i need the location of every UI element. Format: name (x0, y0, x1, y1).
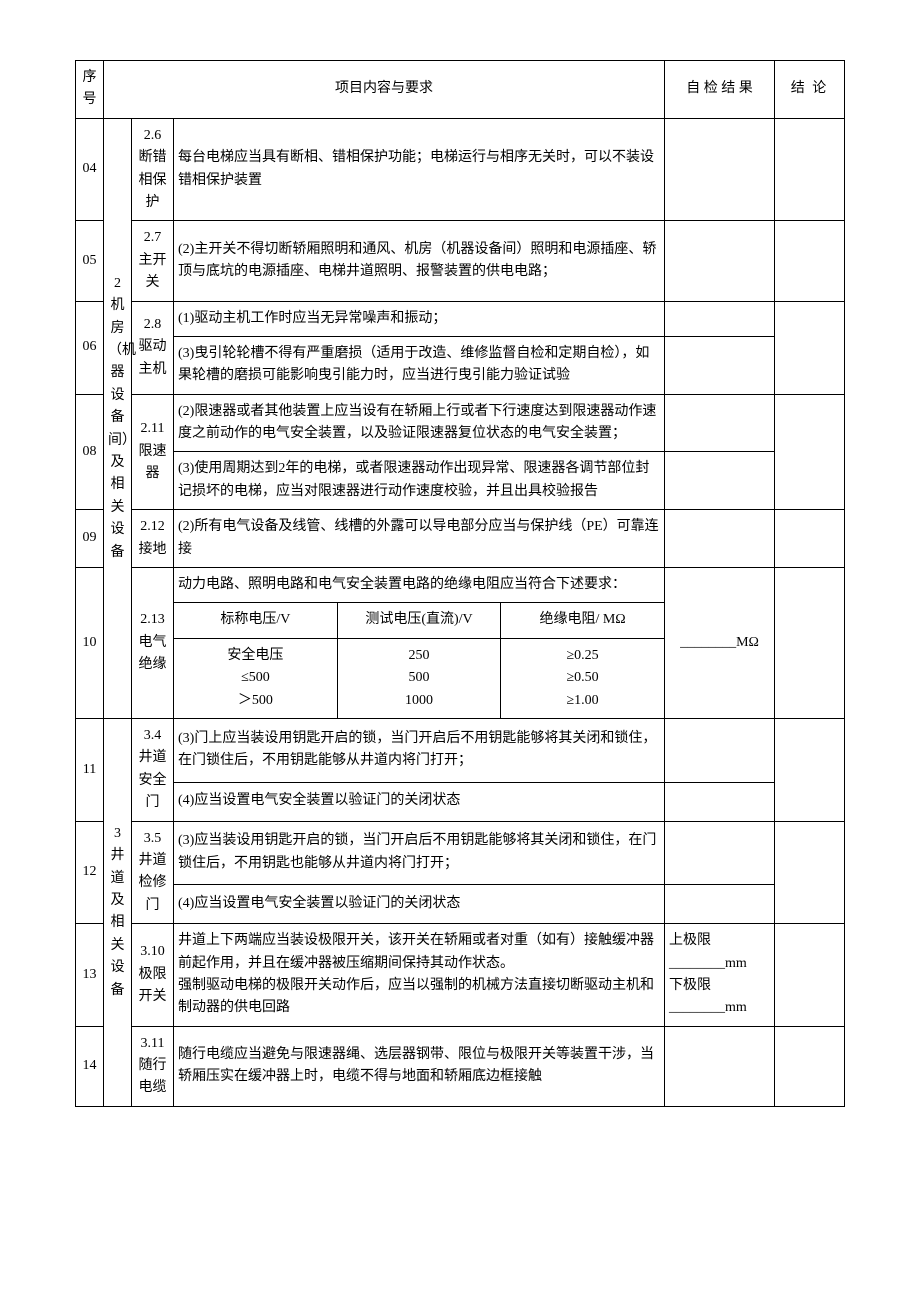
result-06-1 (665, 301, 775, 336)
sub-th1: 标称电压/V (174, 603, 337, 638)
header-row: 序号 项目内容与要求 自 检 结 果 结 论 (76, 61, 845, 119)
item-14: 3.11 随行电缆 (132, 1026, 174, 1106)
result-09 (665, 510, 775, 568)
inspection-table: 序号 项目内容与要求 自 检 结 果 结 论 04 2 机房（机器设备间）及相关… (75, 60, 845, 1107)
seq-11: 11 (76, 718, 104, 821)
table-row: (4)应当设置电气安全装置以验证门的关闭状态 (76, 885, 845, 924)
item-05: 2.7 主开关 (132, 221, 174, 301)
table-row: 12 3.5 井道检修门 (3)应当装设用钥匙开启的锁，当门开启后不用钥匙能够将… (76, 821, 845, 885)
seq-05: 05 (76, 221, 104, 301)
seq-04: 04 (76, 118, 104, 221)
table-row: 05 2.7 主开关 (2)主开关不得切断轿厢照明和通风、机房（机器设备间）照明… (76, 221, 845, 301)
conc-10 (775, 568, 845, 719)
table-row: (3)使用周期达到2年的电梯，或者限速器动作出现异常、限速器各调节部位封记损坏的… (76, 452, 845, 510)
seq-09: 09 (76, 510, 104, 568)
conc-09 (775, 510, 845, 568)
seq-13: 13 (76, 924, 104, 1027)
sub-c1a: 安全电压 (227, 648, 283, 663)
result-08-3 (665, 452, 775, 510)
conc-11 (775, 718, 845, 821)
table-row: 06 2.8 驱动主机 (1)驱动主机工作时应当无异常噪声和振动； (76, 301, 845, 336)
result-10: ________MΩ (665, 568, 775, 719)
item-09: 2.12 接地 (132, 510, 174, 568)
table-row: 04 2 机房（机器设备间）及相关设备 2.6 断错相保护 每台电梯应当具有断相… (76, 118, 845, 221)
conc-04 (775, 118, 845, 221)
table-row: (4)应当设置电气安全装置以验证门的关闭状态 (76, 782, 845, 821)
result-14 (665, 1026, 775, 1106)
seq-06: 06 (76, 301, 104, 394)
table-row: 13 3.10 极限开关 井道上下两端应当装设极限开关，该开关在轿厢或者对重（如… (76, 924, 845, 1027)
sub-c2: 250 500 1000 (337, 638, 500, 718)
sub-c2b: 500 (408, 670, 429, 685)
sub-c1: 安全电压 ≤500 ＞500 (174, 638, 337, 718)
conc-05 (775, 221, 845, 301)
sub-c3: ≥0.25 ≥0.50 ≥1.00 (501, 638, 664, 718)
sub-c3b: ≥0.50 (566, 670, 598, 685)
table-row: 10 2.13 电气绝缘 动力电路、照明电路和电气安全装置电路的绝缘电阻应当符合… (76, 568, 845, 603)
item-10: 2.13 电气绝缘 (132, 568, 174, 719)
seq-14: 14 (76, 1026, 104, 1106)
sub-th3: 绝缘电阻/ MΩ (501, 603, 664, 638)
item-12: 3.5 井道检修门 (132, 821, 174, 924)
hdr-content: 项目内容与要求 (104, 61, 665, 119)
desc-10-intro: 动力电路、照明电路和电气安全装置电路的绝缘电阻应当符合下述要求： (174, 568, 665, 603)
desc-10-table: 标称电压/V 测试电压(直流)/V 绝缘电阻/ MΩ 安全电压 ≤500 ＞50… (174, 602, 665, 718)
result-13-upper: 上极限________mm (669, 933, 747, 970)
item-04: 2.6 断错相保护 (132, 118, 174, 221)
table-row: (3)曳引轮轮槽不得有严重磨损（适用于改造、维修监督自检和定期自检），如果轮槽的… (76, 336, 845, 394)
table-row: 09 2.12 接地 (2)所有电气设备及线管、线槽的外露可以导电部分应当与保护… (76, 510, 845, 568)
desc-13: 井道上下两端应当装设极限开关，该开关在轿厢或者对重（如有）接触缓冲器前起作用，并… (174, 924, 665, 1027)
result-08-2 (665, 394, 775, 452)
conc-13 (775, 924, 845, 1027)
result-13: 上极限________mm 下极限________mm (665, 924, 775, 1027)
result-05 (665, 221, 775, 301)
desc-06-3: (3)曳引轮轮槽不得有严重磨损（适用于改造、维修监督自检和定期自检），如果轮槽的… (174, 336, 665, 394)
conc-14 (775, 1026, 845, 1106)
sub-c2c: 1000 (405, 693, 433, 708)
result-04 (665, 118, 775, 221)
result-11-3 (665, 718, 775, 782)
hdr-seq: 序号 (76, 61, 104, 119)
sub-c1b: ≤500 (241, 670, 270, 685)
desc-08-3: (3)使用周期达到2年的电梯，或者限速器动作出现异常、限速器各调节部位封记损坏的… (174, 452, 665, 510)
result-12-4 (665, 885, 775, 924)
result-06-3 (665, 336, 775, 394)
table-row: 08 2.11 限速器 (2)限速器或者其他装置上应当设有在轿厢上行或者下行速度… (76, 394, 845, 452)
result-11-4 (665, 782, 775, 821)
conc-08 (775, 394, 845, 510)
table-row: 14 3.11 随行电缆 随行电缆应当避免与限速器绳、选层器钢带、限位与极限开关… (76, 1026, 845, 1106)
desc-14: 随行电缆应当避免与限速器绳、选层器钢带、限位与极限开关等装置干涉，当轿厢压实在缓… (174, 1026, 665, 1106)
result-13-lower: 下极限________mm (669, 978, 747, 1015)
desc-12-3: (3)应当装设用钥匙开启的锁，当门开启后不用钥匙能够将其关闭和锁住，在门锁住后，… (174, 821, 665, 885)
sub-c2a: 250 (408, 648, 429, 663)
sub-c3c: ≥1.00 (566, 693, 598, 708)
desc-11-4: (4)应当设置电气安全装置以验证门的关闭状态 (174, 782, 665, 821)
seq-10: 10 (76, 568, 104, 719)
desc-09: (2)所有电气设备及线管、线槽的外露可以导电部分应当与保护线（PE）可靠连接 (174, 510, 665, 568)
table-row: 11 3 井道及相关设备 3.4 井道安全门 (3)门上应当装设用钥匙开启的锁，… (76, 718, 845, 782)
insulation-subtable: 标称电压/V 测试电压(直流)/V 绝缘电阻/ MΩ 安全电压 ≤500 ＞50… (174, 602, 664, 718)
item-08: 2.11 限速器 (132, 394, 174, 510)
seq-08: 08 (76, 394, 104, 510)
sub-th2: 测试电压(直流)/V (337, 603, 500, 638)
desc-05: (2)主开关不得切断轿厢照明和通风、机房（机器设备间）照明和电源插座、轿顶与底坑… (174, 221, 665, 301)
conc-12 (775, 821, 845, 924)
seq-12: 12 (76, 821, 104, 924)
category-3: 3 井道及相关设备 (104, 718, 132, 1106)
hdr-conclusion: 结 论 (775, 61, 845, 119)
desc-11-3: (3)门上应当装设用钥匙开启的锁，当门开启后不用钥匙能够将其关闭和锁住，在门锁住… (174, 718, 665, 782)
sub-c3a: ≥0.25 (566, 648, 598, 663)
desc-12-4: (4)应当设置电气安全装置以验证门的关闭状态 (174, 885, 665, 924)
result-12-3 (665, 821, 775, 885)
desc-04: 每台电梯应当具有断相、错相保护功能；电梯运行与相序无关时，可以不装设错相保护装置 (174, 118, 665, 221)
conc-06 (775, 301, 845, 394)
sub-c1c: ＞500 (238, 693, 273, 708)
hdr-result: 自 检 结 果 (665, 61, 775, 119)
item-13: 3.10 极限开关 (132, 924, 174, 1027)
item-06: 2.8 驱动主机 (132, 301, 174, 394)
category-2: 2 机房（机器设备间）及相关设备 (104, 118, 132, 718)
desc-08-2: (2)限速器或者其他装置上应当设有在轿厢上行或者下行速度达到限速器动作速度之前动… (174, 394, 665, 452)
desc-06-1: (1)驱动主机工作时应当无异常噪声和振动； (174, 301, 665, 336)
item-11: 3.4 井道安全门 (132, 718, 174, 821)
